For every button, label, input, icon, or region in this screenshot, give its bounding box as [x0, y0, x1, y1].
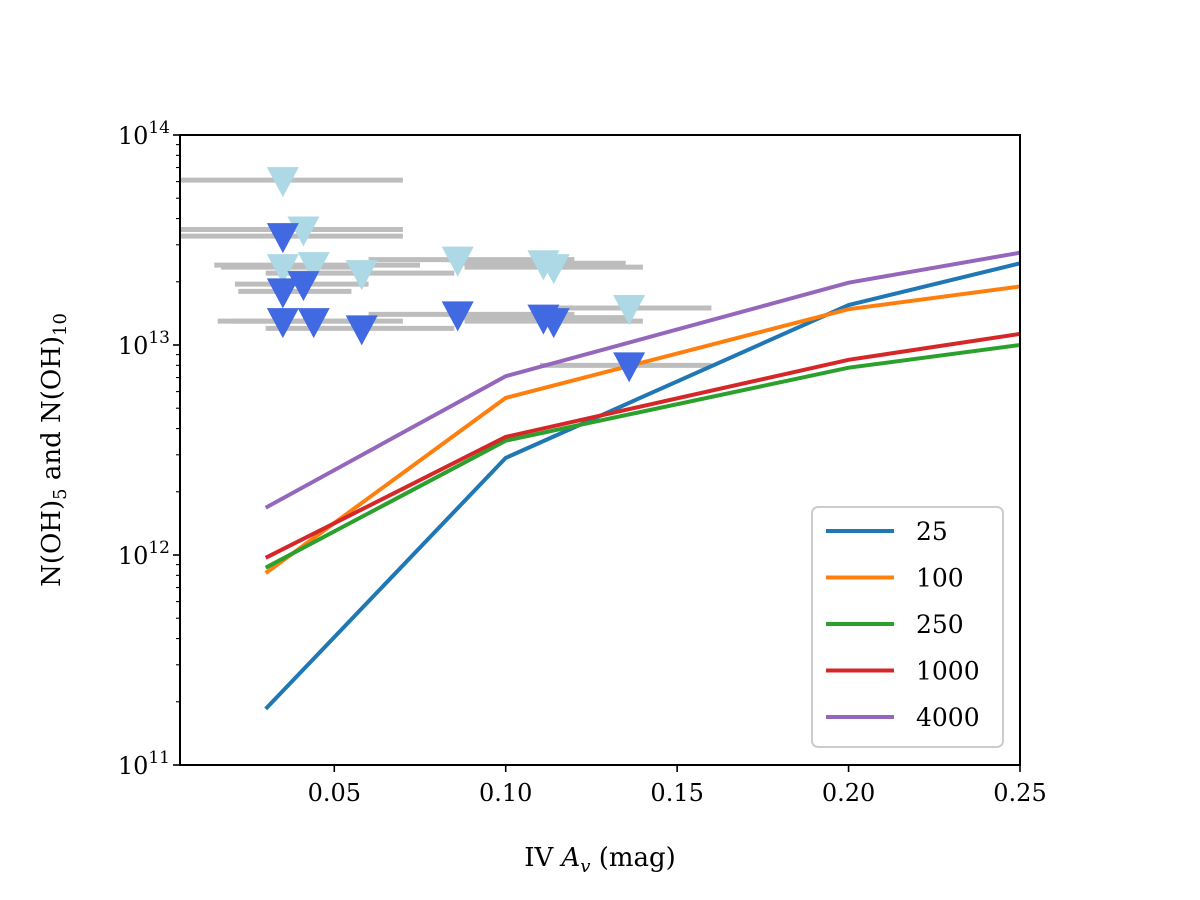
- series-line-100: [264, 284, 1020, 575]
- x-tick-label: 0.20: [822, 779, 875, 807]
- y-axis: 1011 1012 1013 1014: [118, 118, 180, 780]
- upper-limit-marker: [345, 260, 378, 291]
- upper-limit-marker: [613, 295, 646, 326]
- series-lines: [264, 250, 1020, 711]
- x-tick-label: 0.05: [308, 779, 361, 807]
- legend-box: [811, 506, 1004, 748]
- y-tick-label: 1012: [118, 538, 170, 570]
- upper-limit-marker: [266, 167, 299, 198]
- x-axis-title: IV Av (mag): [524, 843, 676, 877]
- upper-limit-marker: [266, 308, 299, 339]
- legend-label-25: 25: [916, 517, 948, 546]
- y-tick-label: 1011: [118, 748, 170, 780]
- legend: 25 100 250 1000 4000: [811, 506, 1004, 748]
- upper-limit-marker: [297, 308, 330, 339]
- x-tick-label: 0.15: [650, 779, 703, 807]
- upper-limit-marker: [441, 301, 474, 332]
- upper-limit-marker: [537, 308, 570, 339]
- upper-limit-marker: [345, 315, 378, 346]
- legend-label-250: 250: [916, 610, 964, 639]
- upper-limit-marker: [266, 254, 299, 285]
- upper-limit-marker: [297, 252, 330, 283]
- series-line-250: [264, 343, 1020, 570]
- legend-label-4000: 4000: [916, 703, 980, 732]
- upper-limit-marker: [266, 223, 299, 254]
- upper-limit-marker: [287, 271, 320, 302]
- series-line-25: [264, 261, 1020, 711]
- series-line-4000: [264, 250, 1020, 510]
- legend-label-1000: 1000: [916, 657, 980, 686]
- upper-limit-marker: [441, 246, 474, 277]
- x-tick-label: 0.10: [479, 779, 532, 807]
- y-tick-label: 1013: [118, 328, 170, 360]
- y-axis-title: N(OH)5 and N(OH)10: [37, 313, 71, 587]
- x-axis: 0.05 0.10 0.15 0.20 0.25: [308, 765, 1047, 807]
- legend-label-100: 100: [916, 564, 964, 593]
- upper-limit-marker: [537, 254, 570, 285]
- x-tick-label: 0.25: [993, 779, 1046, 807]
- upper-limit-marker: [266, 278, 299, 309]
- upper-limit-markers: [266, 167, 646, 383]
- plot-frame: [179, 134, 1021, 766]
- upper-limit-marker: [613, 352, 646, 383]
- y-tick-label: 1014: [118, 118, 170, 150]
- series-line-1000: [264, 331, 1020, 560]
